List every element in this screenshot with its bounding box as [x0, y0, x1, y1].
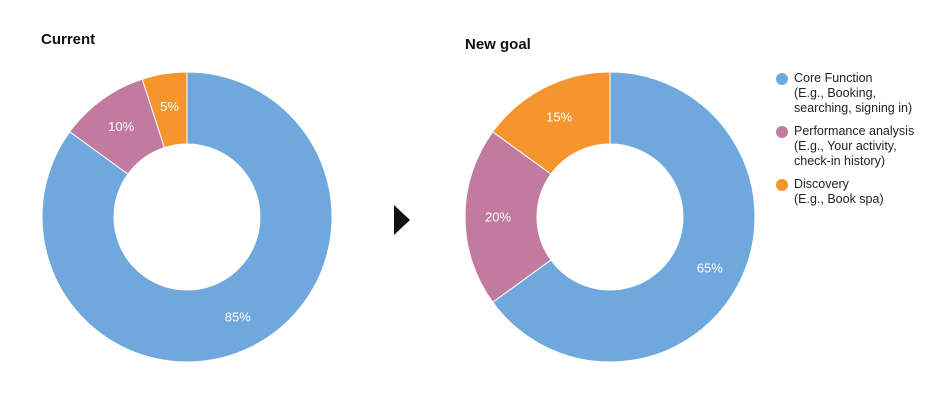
- legend-description: (E.g., Book spa): [794, 192, 884, 206]
- donut-new-goal: 65% 20% 15%: [464, 71, 756, 363]
- legend-label: Discovery: [794, 177, 849, 191]
- slice-label-new-goal-performance-analysis: 20%: [485, 210, 511, 225]
- legend-description: check-in history): [794, 154, 885, 168]
- donut-current: 85% 10% 5%: [41, 71, 333, 363]
- slice-label-new-goal-core-function: 65%: [697, 260, 723, 275]
- slice-label-current-core-function: 85%: [225, 309, 251, 324]
- legend-label: Core Function: [794, 71, 873, 85]
- legend-description: searching, signing in): [794, 101, 913, 115]
- slice-current-discovery: [141, 71, 188, 149]
- chart-title-new-goal: New goal: [465, 36, 531, 53]
- legend: Core Function (E.g., Booking, searching,…: [776, 71, 926, 215]
- legend-item-performance-analysis: Performance analysis (E.g., Your activit…: [776, 124, 926, 169]
- legend-description: (E.g., Booking,: [794, 86, 876, 100]
- slice-label-current-performance-analysis: 10%: [108, 119, 134, 134]
- legend-item-core-function: Core Function (E.g., Booking, searching,…: [776, 71, 926, 116]
- slice-current-core-function: [41, 71, 333, 363]
- legend-label: Performance analysis: [794, 124, 915, 138]
- legend-swatch-discovery: [776, 179, 788, 191]
- chart-title-current: Current: [41, 31, 96, 48]
- slice-label-current-discovery: 5%: [160, 99, 179, 114]
- legend-swatch-performance-analysis: [776, 126, 788, 138]
- slice-label-new-goal-discovery: 15%: [546, 110, 572, 125]
- triangle-right-icon: [394, 205, 410, 235]
- legend-item-discovery: Discovery (E.g., Book spa): [776, 177, 926, 207]
- slice-new-goal-discovery: [491, 71, 611, 175]
- slice-new-goal-performance-analysis: [464, 131, 552, 303]
- legend-description: (E.g., Your activity,: [794, 139, 897, 153]
- legend-swatch-core-function: [776, 73, 788, 85]
- slice-new-goal-core-function: [491, 71, 756, 363]
